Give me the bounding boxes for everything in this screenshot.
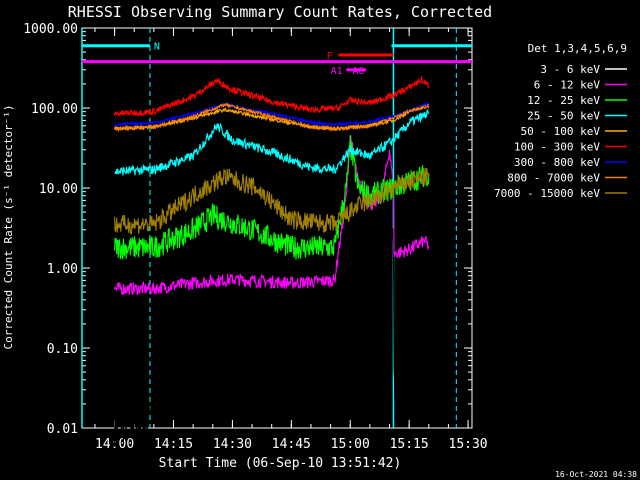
series-line: [114, 102, 430, 132]
legend-label: 6 - 12 keV: [534, 79, 601, 92]
y-tick-label: 100.00: [31, 102, 78, 117]
x-tick-label: 14:30: [213, 437, 252, 452]
flag-label: F: [327, 51, 333, 62]
x-tick-label: 15:00: [331, 437, 370, 452]
x-axis-label: Start Time (06-Sep-10 13:51:42): [159, 456, 402, 471]
legend-label: 300 - 800 keV: [514, 156, 600, 169]
x-tick-label: 14:15: [154, 437, 193, 452]
series-line: [114, 101, 429, 129]
series-line: [114, 167, 430, 235]
series-line: [114, 109, 430, 176]
y-tick-label: 0.10: [47, 342, 78, 357]
flag-label: N: [154, 42, 160, 53]
x-tick-label: 15:30: [449, 437, 488, 452]
series-line: [114, 103, 429, 133]
series-line: [114, 75, 430, 118]
series-line: [114, 134, 430, 260]
legend-label: 800 - 7000 keV: [507, 172, 600, 185]
legend-label: 7000 - 15000 keV: [494, 187, 600, 200]
series-line: [114, 173, 430, 447]
legend-label: 25 - 50 keV: [527, 110, 600, 123]
legend-label: 100 - 300 keV: [514, 141, 600, 154]
x-tick-label: 14:45: [272, 437, 311, 452]
y-tick-label: 0.01: [47, 422, 78, 437]
chart-footer: 16-Oct-2021 04:38: [555, 470, 637, 479]
y-tick-label: 10.00: [39, 182, 78, 197]
x-tick-label: 15:15: [390, 437, 429, 452]
y-tick-label: 1.00: [47, 262, 78, 277]
chart-title: RHESSI Observing Summary Count Rates, Co…: [68, 3, 492, 21]
flag-label: A1: [331, 66, 343, 77]
legend-label: 50 - 100 keV: [521, 125, 601, 138]
legend-label: 3 - 6 keV: [540, 63, 600, 76]
y-axis-label: Corrected Count Rate (s⁻¹ detector⁻¹): [2, 104, 15, 349]
flag-label: A0: [352, 66, 364, 77]
legend: 3 - 6 keV 6 - 12 keV 12 - 25 keV 25 - 50 ke…: [494, 63, 627, 200]
legend-title: Det 1,3,4,5,6,9: [528, 42, 627, 55]
legend-label: 12 - 25 keV: [527, 94, 600, 107]
y-tick-label: 1000.00: [23, 22, 78, 37]
